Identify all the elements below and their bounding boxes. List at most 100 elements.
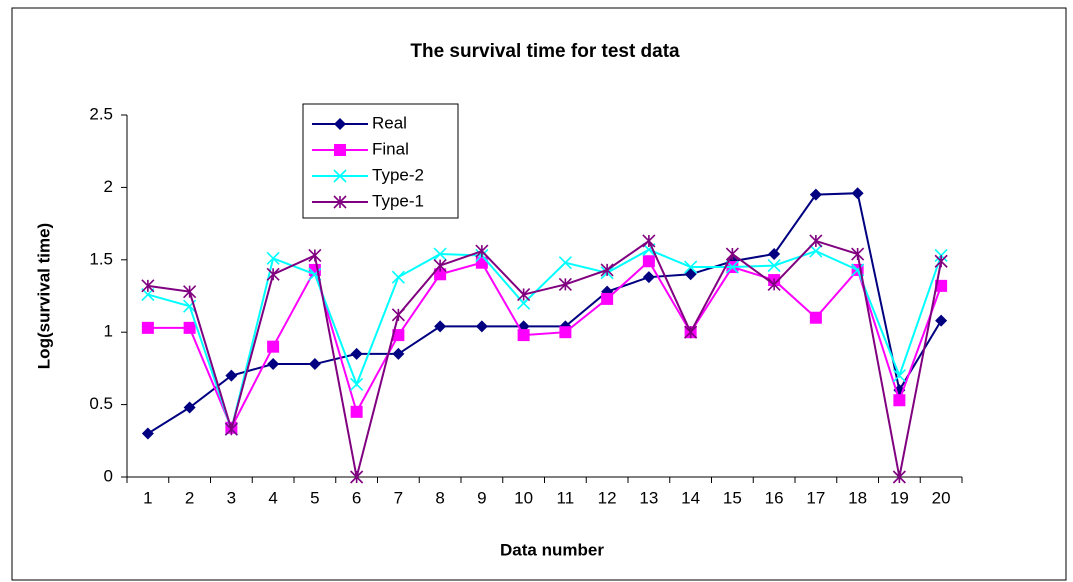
y-tick-label: 1 (104, 322, 113, 341)
y-tick-label: 1.5 (89, 249, 113, 268)
x-tick-label: 9 (477, 488, 486, 507)
marker (266, 267, 280, 281)
x-tick-label: 5 (310, 488, 319, 507)
series-line (147, 259, 943, 431)
marker (600, 263, 614, 277)
y-tick-label: 2.5 (89, 104, 113, 123)
x-axis-label: Data number (500, 540, 604, 559)
x-tick-label: 15 (723, 488, 742, 507)
marker (684, 325, 698, 339)
marker (684, 260, 698, 274)
x-tick-label: 14 (681, 488, 700, 507)
x-tick-label: 17 (806, 488, 825, 507)
x-tick-label: 6 (352, 488, 361, 507)
x-tick-label: 12 (598, 488, 617, 507)
series-line (147, 239, 943, 478)
marker (935, 314, 948, 327)
x-tick-label: 7 (394, 488, 403, 507)
series-line (147, 248, 943, 433)
marker (601, 292, 614, 305)
marker (434, 268, 447, 281)
marker (935, 279, 948, 292)
marker (559, 326, 572, 339)
series (141, 255, 948, 434)
marker (141, 279, 155, 293)
marker (391, 308, 405, 322)
marker (809, 234, 823, 248)
y-tick-label: 2 (104, 177, 113, 196)
x-tick-label: 8 (435, 488, 444, 507)
marker (224, 422, 238, 436)
marker (475, 320, 488, 333)
marker (392, 347, 405, 360)
series-line (147, 192, 942, 435)
legend-label: Real (372, 113, 407, 132)
x-tick-label: 18 (848, 488, 867, 507)
marker (767, 259, 781, 273)
y-tick-label: 0.5 (89, 394, 113, 413)
marker (183, 285, 197, 299)
marker (517, 287, 531, 302)
marker (308, 358, 321, 371)
marker (642, 255, 655, 268)
marker (141, 321, 154, 334)
marker (558, 277, 572, 291)
marker (892, 470, 906, 484)
y-axis-label: Log(survival time) (34, 223, 53, 369)
x-tick-label: 1 (143, 488, 152, 507)
marker (892, 369, 906, 383)
marker (267, 358, 280, 371)
marker (642, 234, 656, 248)
y-tick-label: 0 (104, 466, 113, 485)
marker (517, 329, 530, 342)
marker (183, 321, 196, 334)
x-tick-label: 10 (514, 488, 533, 507)
marker (934, 254, 948, 268)
marker (350, 470, 364, 484)
x-tick-label: 4 (268, 488, 277, 507)
legend-label: Type-2 (372, 165, 424, 184)
marker (350, 377, 364, 391)
marker (267, 340, 280, 353)
marker (141, 427, 154, 440)
marker (433, 259, 447, 273)
marker (391, 270, 405, 284)
marker (725, 247, 739, 261)
legend-label: Final (372, 139, 409, 158)
marker (308, 248, 322, 263)
legend: Real Final Type-2 Type-1 (302, 103, 459, 219)
marker (767, 277, 781, 291)
marker (350, 405, 363, 418)
x-tick-label: 19 (890, 488, 909, 507)
marker (809, 311, 822, 324)
x-tick-label: 2 (185, 488, 194, 507)
marker (768, 248, 781, 261)
marker (558, 256, 572, 270)
legend-label: Type-1 (372, 191, 424, 210)
series (141, 234, 948, 484)
x-tick-label: 11 (557, 488, 575, 507)
marker (392, 329, 405, 342)
marker (809, 188, 822, 201)
marker (433, 247, 447, 261)
marker (475, 256, 488, 269)
marker (893, 394, 906, 407)
marker (809, 244, 823, 258)
marker (350, 347, 363, 360)
marker (475, 244, 489, 258)
x-tick-label: 16 (765, 488, 784, 507)
marker (851, 247, 865, 261)
marker (266, 251, 280, 265)
marker (851, 187, 864, 200)
x-tick-label: 3 (227, 488, 236, 507)
x-tick-label: 13 (639, 488, 658, 507)
legend-marker (333, 169, 347, 183)
legend-marker (334, 144, 346, 156)
chart-title: The survival time for test data (410, 41, 680, 62)
legend-marker (333, 195, 347, 209)
marker (642, 271, 655, 284)
marker (183, 401, 196, 414)
marker (225, 369, 238, 382)
x-tick-label: 20 (932, 488, 951, 507)
